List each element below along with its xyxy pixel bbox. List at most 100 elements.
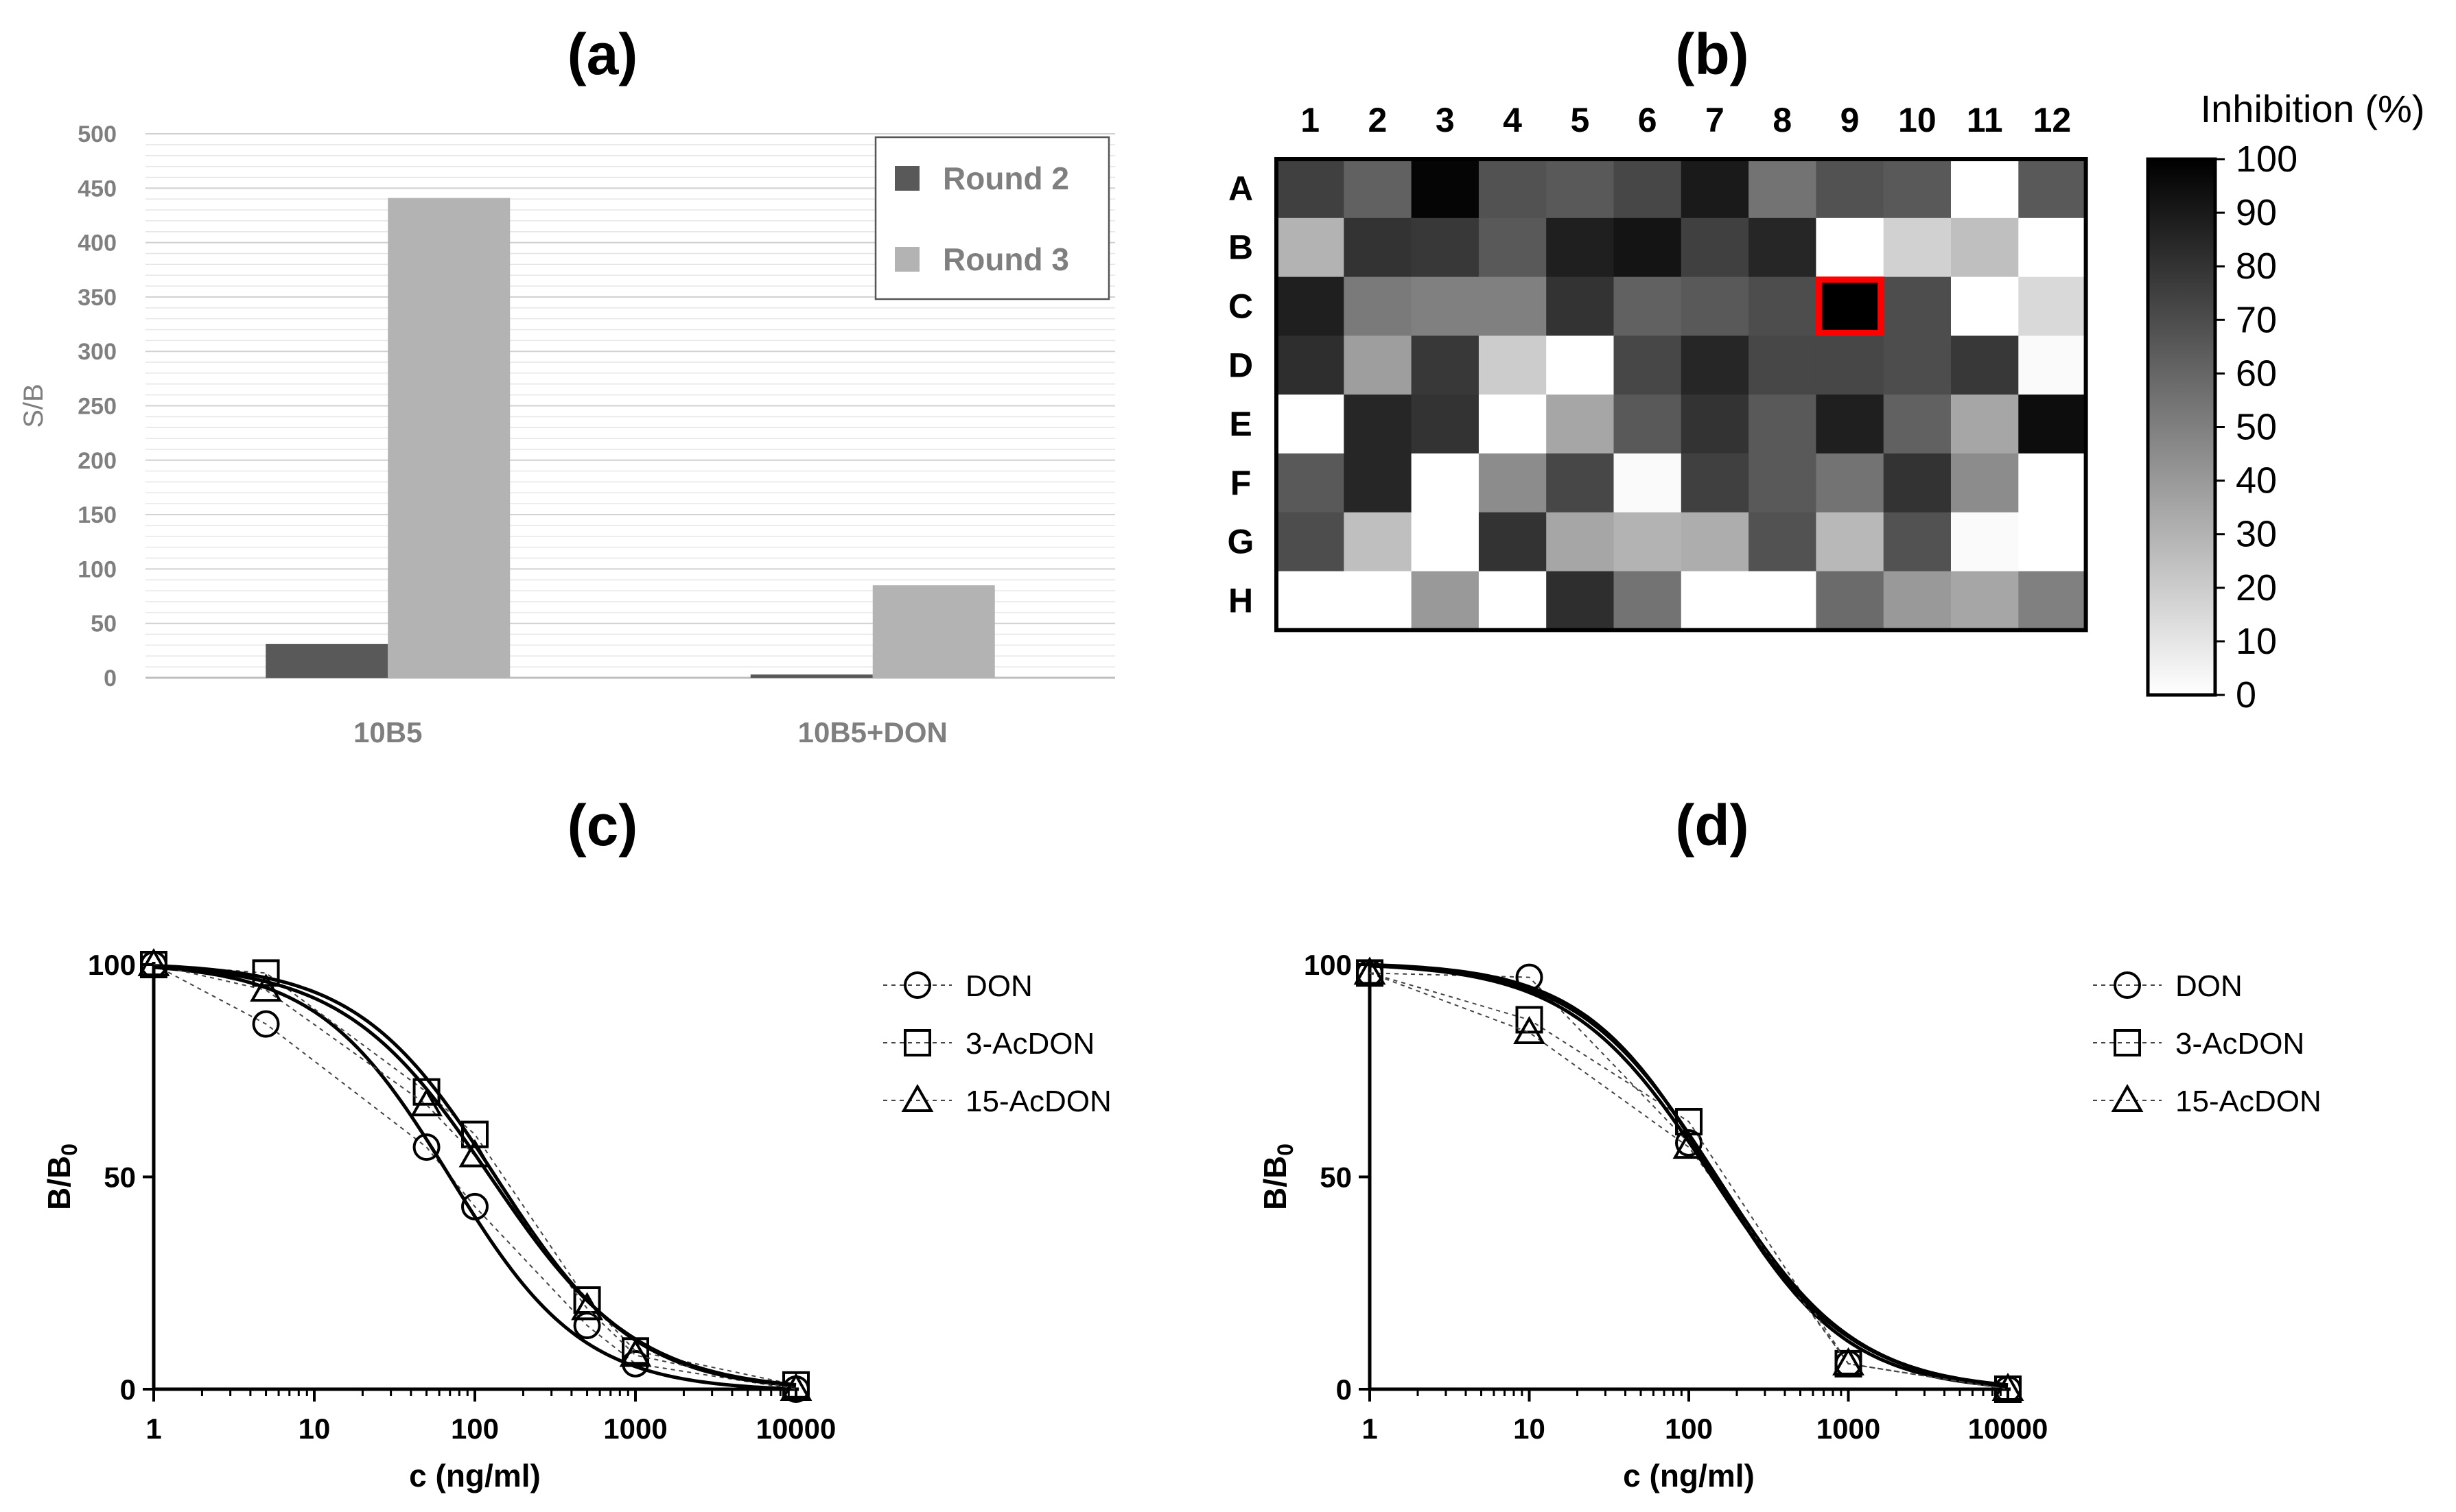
data-point-DON	[252, 1010, 280, 1038]
data-point-15-AcDON	[1513, 1016, 1545, 1045]
panel-b-title: (b)	[1675, 22, 1749, 86]
legend-swatch	[895, 166, 920, 191]
heatmap-cell	[1951, 335, 2019, 395]
heatmap-cell	[1344, 571, 1412, 630]
y-tick-label: 100	[88, 949, 136, 981]
heatmap-cell	[1749, 217, 1816, 278]
y-tick-label: 300	[78, 339, 117, 365]
fit-curve-15-AcDON	[1369, 964, 2009, 1387]
y-tick-label: 0	[104, 665, 117, 692]
heatmap-cell	[1816, 394, 1884, 454]
legend-label: 15-AcDON	[2175, 1085, 2321, 1118]
row-label: B	[1228, 228, 1253, 267]
heatmap-cell	[1749, 276, 1816, 336]
panel-a-title: (a)	[568, 22, 638, 86]
heatmap-cell	[1478, 453, 1547, 513]
data-connector-3-AcDON	[1369, 972, 2009, 1390]
heatmap-cell	[1951, 394, 2019, 454]
data-point-15-AcDON	[410, 1088, 443, 1117]
y-tick-label: 250	[78, 394, 117, 420]
y-tick-label: 50	[91, 611, 117, 637]
data-point-3-AcDON	[412, 1078, 441, 1106]
y-tick-label: 450	[78, 176, 117, 202]
data-point-3-AcDON	[252, 959, 280, 987]
colorbar-tick-label: 70	[2236, 299, 2277, 340]
heatmap-cell	[1478, 512, 1547, 572]
heatmap-cell	[1613, 512, 1682, 572]
y-tick-label: 200	[78, 448, 117, 474]
data-connector-15-AcDON	[1369, 972, 2009, 1390]
heatmap-cell	[1816, 571, 1884, 630]
y-tick-label: 100	[78, 556, 117, 582]
heatmap-cell	[1749, 512, 1816, 572]
heatmap-cell	[1411, 394, 1480, 454]
data-point-15-AcDON	[458, 1139, 491, 1168]
column-label: 2	[1368, 101, 1388, 139]
heatmap-cell	[1883, 571, 1952, 630]
legend-marker	[904, 1029, 931, 1056]
column-label: 6	[1638, 101, 1657, 139]
heatmap-cell	[2018, 394, 2087, 454]
data-point-DON	[412, 1133, 441, 1161]
data-point-15-AcDON	[1353, 956, 1386, 985]
heatmap-cell	[1411, 159, 1480, 219]
y-tick-label: 400	[78, 231, 117, 257]
heatmap-cell	[1546, 453, 1615, 513]
heatmap-cell	[1749, 453, 1816, 513]
heatmap-cell	[1951, 217, 2019, 278]
heatmap-cell	[1344, 394, 1412, 454]
y-axis-label: S/B	[19, 383, 49, 427]
heatmap-cell	[1546, 159, 1615, 219]
data-point-15-AcDON	[571, 1292, 604, 1321]
heatmap-cell	[2018, 335, 2087, 395]
colorbar	[2146, 157, 2217, 697]
heatmap-cell	[1344, 276, 1412, 336]
heatmap-cell	[1344, 159, 1412, 219]
heatmap-cell	[1411, 335, 1480, 395]
heatmap-cell	[1951, 276, 2019, 336]
bar-round-3	[388, 198, 511, 678]
heatmap-cell	[1749, 394, 1816, 454]
column-label: 9	[1840, 101, 1860, 139]
heatmap-cell	[1478, 335, 1547, 395]
y-tick-label: 50	[1320, 1161, 1352, 1194]
row-label: E	[1229, 405, 1252, 443]
heatmap-cell	[1816, 453, 1884, 513]
heatmap-cell	[1411, 453, 1480, 513]
x-tick-label: 100	[1665, 1413, 1713, 1445]
y-axis-label: B/B0	[41, 1144, 82, 1210]
colorbar-tick-label: 20	[2236, 567, 2277, 609]
heatmap-cell	[1681, 571, 1749, 630]
heatmap-cell	[1681, 159, 1749, 219]
heatmap-cell	[2018, 512, 2087, 572]
heatmap-cell	[1613, 571, 1682, 630]
data-point-15-AcDON	[250, 973, 283, 1002]
fit-curve-DON	[153, 965, 797, 1391]
legend-label: 3-AcDON	[2175, 1027, 2304, 1061]
legend-label: 3-AcDON	[966, 1027, 1095, 1061]
highlight-box	[1815, 276, 1884, 336]
data-point-DON	[461, 1192, 489, 1220]
column-label: 12	[2033, 101, 2072, 139]
fit-curve-3-AcDON	[153, 964, 797, 1388]
heatmap-cell	[1613, 276, 1682, 336]
data-connector-3-AcDON	[153, 964, 797, 1386]
legend-label: DON	[966, 969, 1033, 1003]
x-tick-label: 10B5	[353, 716, 422, 748]
x-tick-label: 10000	[1968, 1413, 2048, 1445]
heatmap-cell	[1546, 217, 1615, 278]
column-label: 11	[1967, 101, 2003, 139]
heatmap-cell	[1951, 512, 2019, 572]
y-tick-label: 0	[1336, 1373, 1352, 1406]
y-axis-label: B/B0	[1257, 1144, 1298, 1210]
fit-curve-DON	[1369, 962, 2009, 1389]
panel-d-title: (d)	[1675, 793, 1749, 858]
heatmap-cell	[1883, 453, 1952, 513]
legend-marker	[2114, 1029, 2141, 1056]
legend-label: Round 3	[943, 241, 1069, 277]
legend-marker	[904, 971, 931, 999]
y-tick-label: 50	[104, 1161, 136, 1194]
x-tick-label: 10000	[756, 1413, 837, 1445]
colorbar-tick-label: 0	[2236, 674, 2256, 716]
heatmap-cell	[1681, 217, 1749, 278]
